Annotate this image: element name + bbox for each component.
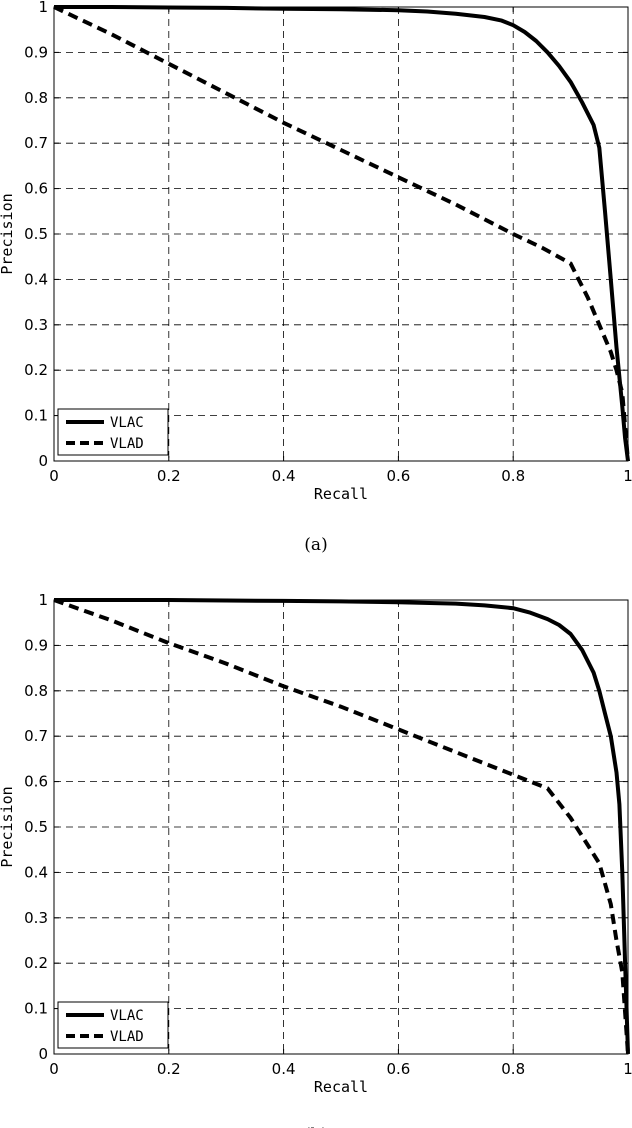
y-tick-label: 0.7 — [24, 134, 48, 152]
series-line-vlac — [54, 598, 630, 1055]
y-tick-label: 0.9 — [24, 636, 48, 654]
legend-label-vlac: VLAC — [110, 1008, 144, 1024]
x-tick-label: 0.2 — [157, 467, 181, 485]
y-axis-label: Precision — [0, 786, 16, 867]
x-tick-label: 0.2 — [157, 1060, 181, 1078]
y-tick-label: 0.9 — [24, 43, 48, 61]
y-tick-label: 0.6 — [24, 180, 48, 198]
legend: VLAC VLAD — [57, 408, 169, 456]
y-tick-label: 0.6 — [24, 773, 48, 791]
figure-caption: (b) — [304, 1125, 328, 1128]
figure-caption: (a) — [304, 535, 327, 555]
x-axis-label: Recall — [314, 485, 368, 503]
y-tick-label: 0.4 — [24, 863, 48, 881]
y-tick-label: 0.3 — [24, 909, 48, 927]
y-tick-label: 0.5 — [24, 818, 48, 836]
legend-label-vlac: VLAC — [110, 415, 144, 431]
y-tick-label: 0.3 — [24, 316, 48, 334]
y-tick-label: 0.7 — [24, 727, 48, 745]
x-tick-label: 1 — [623, 467, 632, 485]
y-tick-label: 0 — [38, 452, 48, 470]
y-tick-label: 0.1 — [24, 1000, 48, 1018]
chart-panel-b: 0 0.2 0.4 0.6 0.8 1 0 0.1 0.2 0.3 0.4 0.5 0.6 0.7 0.8 0… — [0, 591, 632, 1128]
series-line-vlac — [54, 5, 630, 462]
x-tick-label: 0.4 — [272, 1060, 296, 1078]
x-tick-label: 0.4 — [272, 467, 296, 485]
y-tick-label: 0.5 — [24, 225, 48, 243]
y-tick-label: 0.2 — [24, 954, 48, 972]
legend-box — [57, 1001, 169, 1049]
x-tick-label: 0 — [49, 1060, 59, 1078]
y-tick-label: 0.8 — [24, 89, 48, 107]
legend-box — [57, 408, 169, 456]
legend-label-vlad: VLAD — [110, 1029, 144, 1045]
y-tick-label: 0 — [38, 1045, 48, 1063]
x-tick-label: 1 — [623, 1060, 632, 1078]
x-tick-label: 0 — [49, 467, 59, 485]
x-tick-label: 0.6 — [386, 1060, 410, 1078]
y-axis-label: Precision — [0, 193, 16, 274]
y-tick-label: 0.4 — [24, 270, 48, 288]
series-line-vlad — [53, 598, 630, 1055]
series-line-vlad — [53, 5, 630, 462]
y-tick-label: 1 — [38, 591, 48, 609]
x-axis-label: Recall — [314, 1078, 368, 1096]
chart-panel-a: 0 0.2 0.4 0.6 0.8 1 0 0.1 0.2 0.3 0.4 0.5 0.6 0.7 0.8 0… — [0, 0, 632, 555]
y-tick-label: 0.2 — [24, 361, 48, 379]
y-tick-label: 0.1 — [24, 407, 48, 425]
legend: VLAC VLAD — [57, 1001, 169, 1049]
legend-label-vlad: VLAD — [110, 436, 144, 452]
y-tick-label: 1 — [38, 0, 48, 16]
x-tick-label: 0.8 — [501, 467, 525, 485]
y-tick-label: 0.8 — [24, 682, 48, 700]
x-tick-label: 0.6 — [386, 467, 410, 485]
x-tick-label: 0.8 — [501, 1060, 525, 1078]
